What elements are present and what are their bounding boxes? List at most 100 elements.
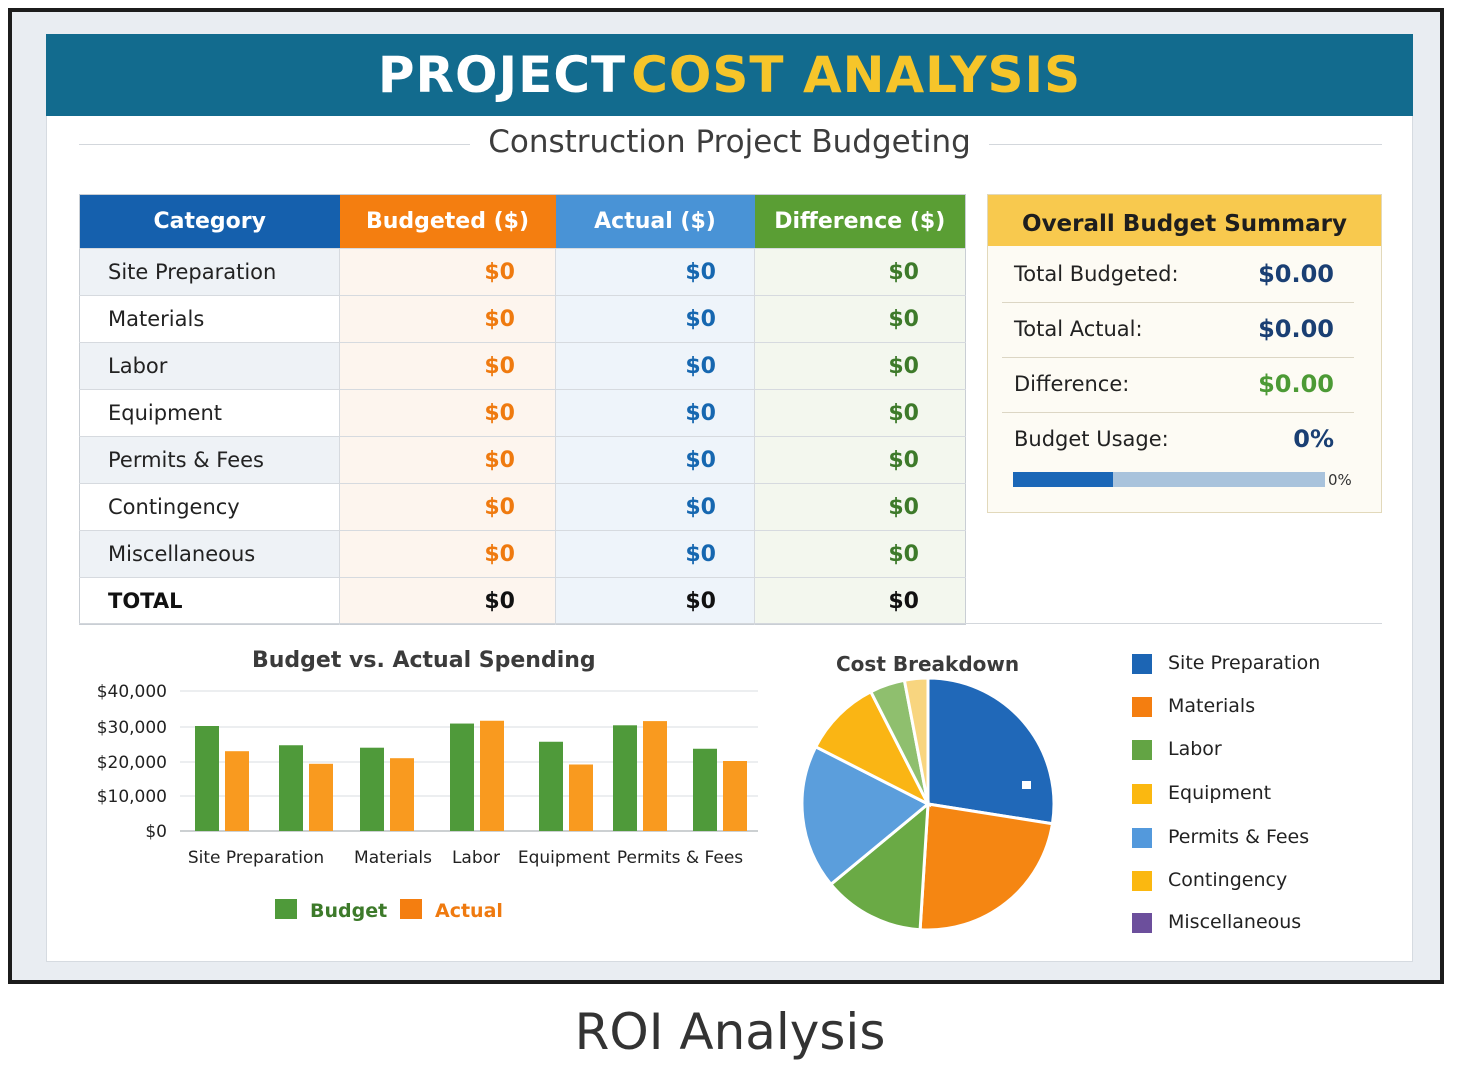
total-cell-budgeted: $0 xyxy=(339,577,556,625)
total-cell-actual: $0 xyxy=(555,577,755,625)
caption: ROI Analysis xyxy=(574,1003,886,1061)
pie-marker xyxy=(1022,781,1031,789)
bar-budget xyxy=(279,745,303,831)
bar-budget xyxy=(195,726,219,831)
pie-chart-title: Cost Breakdown xyxy=(836,652,1020,676)
summary-row-total-budgeted: Total Budgeted: $0.00 xyxy=(1002,248,1354,303)
summary-label: Total Budgeted: xyxy=(1014,262,1179,286)
legend-label: Miscellaneous xyxy=(1168,911,1302,933)
header-difference[interactable]: Difference ($) xyxy=(754,194,966,249)
summary-value: $0.00 xyxy=(1258,370,1334,398)
budget-usage-progress-bar xyxy=(1013,472,1325,487)
cell-actual: $0 xyxy=(555,530,755,578)
bar-actual xyxy=(569,764,593,831)
legend-swatch xyxy=(1132,784,1152,804)
table-row: Permits & Fees $0 $0 $0 xyxy=(79,436,966,484)
summary-row-total-actual: Total Actual: $0.00 xyxy=(1002,303,1354,358)
summary-label: Total Actual: xyxy=(1014,317,1143,341)
cell-difference: $0 xyxy=(754,483,966,531)
legend-label-budget: Budget xyxy=(310,900,387,922)
pie-chart xyxy=(800,676,1056,932)
legend-swatch xyxy=(1132,871,1152,891)
bar-actual xyxy=(390,758,414,831)
cell-category: Permits & Fees xyxy=(79,436,340,484)
section-divider xyxy=(79,623,1382,624)
pie-slice xyxy=(800,744,931,887)
legend-label: Site Preparation xyxy=(1168,652,1321,674)
legend-label: Equipment xyxy=(1168,782,1272,804)
summary-value: 0% xyxy=(1293,425,1334,453)
legend-swatch xyxy=(1132,654,1152,674)
summary-row-usage: Budget Usage: 0% xyxy=(1002,413,1354,467)
header-category[interactable]: Category xyxy=(79,194,340,249)
table-row: Equipment $0 $0 $0 xyxy=(79,389,966,437)
y-tick-label: $40,000 xyxy=(97,682,167,702)
budget-summary-card: Overall Budget Summary Total Budgeted: $… xyxy=(987,194,1382,513)
legend-label: Contingency xyxy=(1168,869,1288,891)
cell-difference: $0 xyxy=(754,342,966,390)
summary-value: $0.00 xyxy=(1258,260,1334,288)
cell-category: Materials xyxy=(79,295,340,343)
title-part1: PROJECT xyxy=(377,46,627,104)
header-actual[interactable]: Actual ($) xyxy=(555,194,755,249)
y-tick-label: $30,000 xyxy=(97,718,167,738)
cell-difference: $0 xyxy=(754,389,966,437)
summary-label: Budget Usage: xyxy=(1014,427,1169,451)
cell-category: Equipment xyxy=(79,389,340,437)
cell-category: Site Preparation xyxy=(79,248,340,296)
legend-swatch xyxy=(1132,828,1152,848)
x-tick-label: Permits & Fees xyxy=(617,848,743,868)
bar-budget xyxy=(539,741,563,831)
y-tick-label: $0 xyxy=(145,822,167,842)
y-tick-label: $10,000 xyxy=(97,787,167,807)
bar-chart-title: Budget vs. Actual Spending xyxy=(252,648,596,673)
title-banner: PROJECT COST ANALYSIS xyxy=(46,34,1413,116)
cell-budgeted: $0 xyxy=(339,342,556,390)
cell-budgeted: $0 xyxy=(339,483,556,531)
table-row: Materials $0 $0 $0 xyxy=(79,295,966,343)
cell-difference: $0 xyxy=(754,295,966,343)
cell-category: Labor xyxy=(79,342,340,390)
legend-swatch-budget xyxy=(275,899,297,919)
cell-difference: $0 xyxy=(754,530,966,578)
legend-label-actual: Actual xyxy=(435,900,503,922)
budget-usage-progress-fill xyxy=(1013,472,1113,487)
table-row: Labor $0 $0 $0 xyxy=(79,342,966,390)
cell-actual: $0 xyxy=(555,342,755,390)
legend-swatch xyxy=(1132,740,1152,760)
table-row: Miscellaneous $0 $0 $0 xyxy=(79,530,966,578)
cell-difference: $0 xyxy=(754,248,966,296)
pie-slice xyxy=(918,802,1055,932)
summary-value: $0.00 xyxy=(1258,315,1334,343)
legend-swatch-actual xyxy=(400,899,422,919)
bar-actual xyxy=(225,751,249,831)
cell-budgeted: $0 xyxy=(339,248,556,296)
bar-actual xyxy=(480,720,504,831)
cell-category: Contingency xyxy=(79,483,340,531)
subtitle-rule-right xyxy=(978,144,1382,145)
legend-label: Materials xyxy=(1168,695,1256,717)
pie-slice xyxy=(902,676,930,805)
budget-usage-progress-label: 0% xyxy=(1328,471,1352,489)
total-cell-difference: $0 xyxy=(754,577,966,625)
x-tick-label: Materials xyxy=(354,848,432,868)
x-tick-label: Site Preparation xyxy=(188,848,324,868)
bar-actual xyxy=(723,761,747,831)
bar-budget xyxy=(360,747,384,831)
bar-budget xyxy=(450,723,474,831)
cell-actual: $0 xyxy=(555,248,755,296)
bar-actual xyxy=(309,763,333,831)
subtitle-rule-left xyxy=(79,144,481,145)
header-budgeted[interactable]: Budgeted ($) xyxy=(339,194,556,249)
bar-budget xyxy=(693,748,717,831)
pie-slice xyxy=(926,676,1056,826)
legend-label: Permits & Fees xyxy=(1168,826,1310,848)
cell-budgeted: $0 xyxy=(339,295,556,343)
cell-actual: $0 xyxy=(555,483,755,531)
total-cell-category: TOTAL xyxy=(79,577,340,625)
cell-category: Miscellaneous xyxy=(79,530,340,578)
cell-difference: $0 xyxy=(754,436,966,484)
summary-title: Overall Budget Summary xyxy=(988,195,1381,246)
table-row: Site Preparation $0 $0 $0 xyxy=(79,248,966,296)
legend-swatch xyxy=(1132,697,1152,717)
